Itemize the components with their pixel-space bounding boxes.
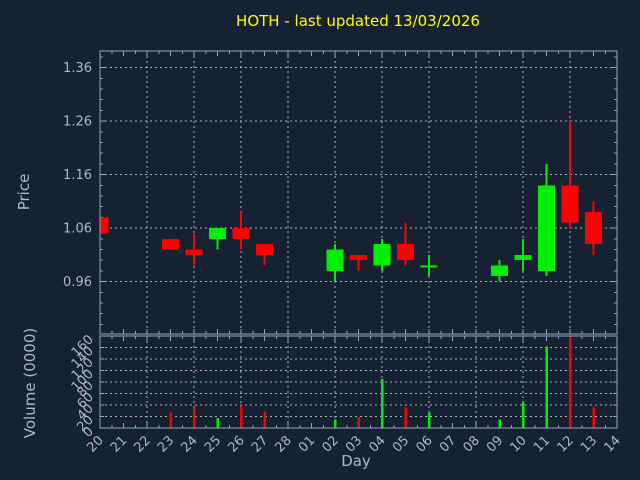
candle-body-05 <box>397 244 414 261</box>
x-axis-title: Day <box>341 452 371 470</box>
candle-body-23 <box>162 238 179 250</box>
price-tick-label: 1.16 <box>63 168 92 183</box>
volume-bar-05 <box>404 407 407 428</box>
x-tick-label: 04 <box>367 433 389 455</box>
x-tick-label: 12 <box>555 433 577 455</box>
volume-bar-23 <box>169 412 172 428</box>
x-tick-label: 05 <box>390 433 412 455</box>
price-tick-label: 1.26 <box>63 115 92 130</box>
price-tick-label: 1.36 <box>63 61 92 76</box>
x-tick-label: 06 <box>414 433 436 455</box>
candle-body-20 <box>100 217 109 234</box>
x-tick-label: 14 <box>602 433 624 455</box>
volume-bar-04 <box>380 379 384 428</box>
candle-body-26 <box>232 228 250 239</box>
volume-bar-12 <box>568 336 572 428</box>
volume-bar-26 <box>239 406 243 428</box>
x-tick-label: 10 <box>508 433 530 455</box>
x-tick-label: 09 <box>484 433 506 455</box>
volume-bar-11 <box>545 346 548 428</box>
volume-panel-border <box>99 335 618 429</box>
volume-bar-09 <box>498 419 501 428</box>
x-tick-label: 13 <box>578 433 600 455</box>
candle-body-09 <box>491 265 508 277</box>
candle-body-25 <box>209 228 226 239</box>
candle-body-27 <box>256 244 273 255</box>
x-tick-label: 21 <box>108 433 130 455</box>
volume-bar-10 <box>521 402 525 428</box>
x-tick-label: 23 <box>155 433 177 455</box>
x-tick-label: 03 <box>343 433 365 455</box>
x-tick-label: 25 <box>202 433 224 455</box>
volume-bar-02 <box>333 419 337 428</box>
candles <box>100 121 602 282</box>
chart-title: HOTH - last updated 13/03/2026 <box>236 12 480 30</box>
x-tick-label: 11 <box>531 433 553 455</box>
price-panel-border <box>99 50 618 335</box>
candle-body-24 <box>185 249 203 255</box>
volume-bar-25 <box>216 418 219 428</box>
series <box>100 121 602 428</box>
price-tick-label: 1.06 <box>63 222 92 237</box>
x-tick-label: 27 <box>249 433 271 455</box>
candle-body-11 <box>538 185 555 271</box>
volume-bar-03 <box>357 417 360 428</box>
candle-body-02 <box>326 249 344 271</box>
candle-body-03 <box>350 254 367 261</box>
candle-body-12 <box>561 185 579 223</box>
x-tick-label: 07 <box>437 433 459 455</box>
volume-bar-13 <box>592 407 595 428</box>
candle-body-04 <box>373 244 391 266</box>
x-tick-label: 26 <box>226 433 248 455</box>
candle-body-10 <box>514 254 532 261</box>
candle-body-13 <box>585 212 602 245</box>
x-tick-label: 08 <box>461 433 483 455</box>
x-tick-label: 28 <box>273 433 295 455</box>
gridlines <box>100 51 618 428</box>
x-tick-label: 22 <box>132 433 154 455</box>
volume-bar-27 <box>263 411 266 428</box>
candle-body-06 <box>420 265 438 268</box>
price-tick-label: 0.96 <box>63 275 92 290</box>
x-tick-label: 02 <box>320 433 342 455</box>
x-tick-label: 24 <box>179 433 201 455</box>
volume-bar-24 <box>192 407 196 428</box>
volume-bar-06 <box>427 412 431 428</box>
x-tick-label: 01 <box>296 433 318 455</box>
